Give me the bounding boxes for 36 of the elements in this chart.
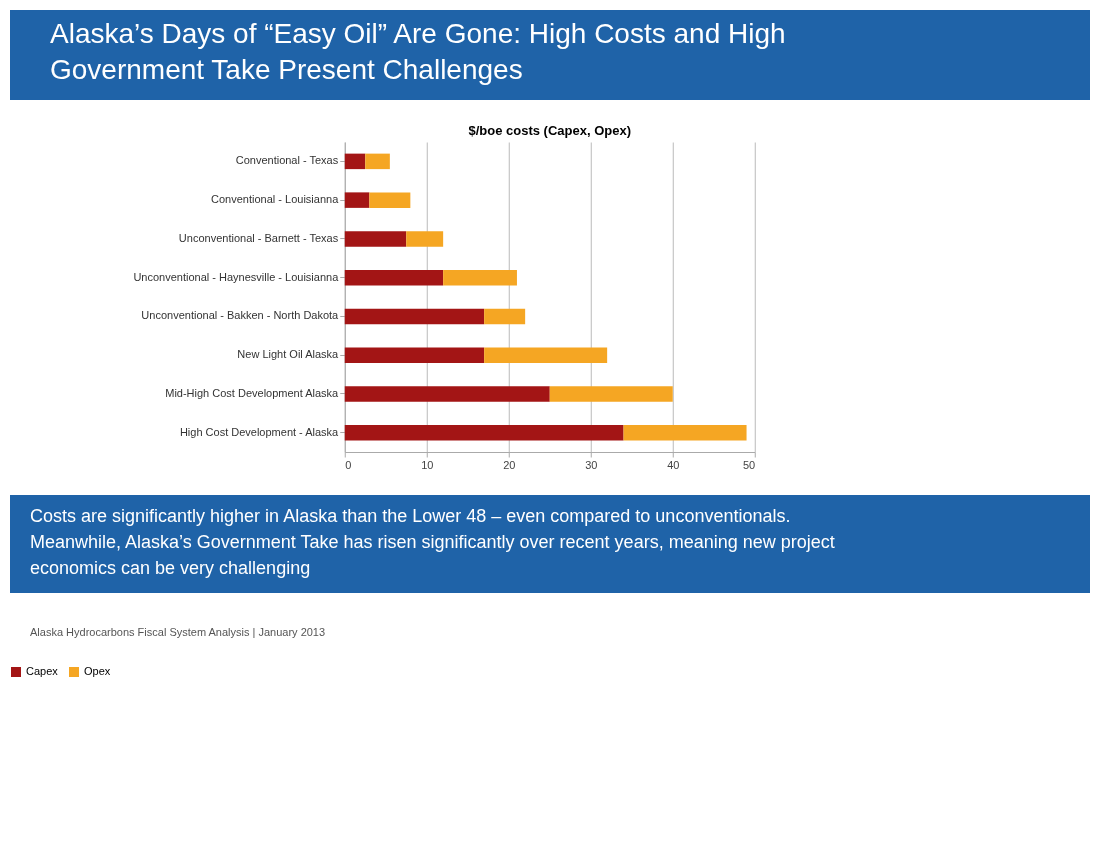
bar [344, 347, 485, 363]
y-tick-label: Unconventional - Barnett - Texas [178, 231, 339, 244]
y-tick-label: Conventional - Louisianna [211, 193, 340, 206]
bar [344, 386, 550, 402]
bar [443, 269, 517, 286]
bar [344, 424, 624, 441]
bar [623, 424, 747, 441]
legend-label: Opex [84, 665, 111, 677]
x-tick-label: 20 [503, 458, 516, 471]
x-tick-label: 30 [585, 458, 598, 471]
x-tick-label: 50 [743, 458, 756, 471]
x-tick-label: 10 [421, 458, 434, 471]
text: Alaska Hydrocarbons Fiscal System Analysis | January 2013 [30, 626, 326, 638]
bar [344, 192, 370, 208]
y-tick-label: Unconventional - Bakken - North Dakota [141, 309, 340, 322]
text: Costs are significantly higher in Alaska than the Lower 48 – even compared to unconventionals. Meanwhile, Alaska’s Government Take has risen significantly over recent years, meaning new project economics can be very challenging [30, 506, 835, 578]
y-tick-label: Mid-High Cost Development Alaska [165, 386, 340, 399]
bar [369, 192, 411, 208]
bar [484, 308, 526, 325]
bar [406, 231, 444, 247]
y-tick-label: New Light Oil Alaska [237, 348, 340, 361]
x-tick-label: 40 [667, 458, 680, 471]
legend-label: Capex [26, 665, 59, 677]
bar [344, 153, 366, 170]
y-tick-label: Conventional - Texas [235, 154, 339, 167]
bar [549, 386, 673, 402]
bar [344, 308, 485, 325]
x-tick-label: 0 [345, 458, 352, 471]
y-tick-label: Unconventional - Haynesville - Louisianna [133, 270, 340, 283]
chart-subtitle: $/boe costs (Capex, Opex) [468, 123, 632, 138]
chart-title: Alaska’s Days of “Easy Oil” Are Gone: High Costs and High Government Take Present Challenges [50, 18, 786, 85]
bar [365, 153, 390, 170]
bar [344, 269, 444, 286]
y-tick-label: High Cost Development - Alaska [179, 425, 340, 438]
bar [344, 231, 407, 247]
bar [484, 347, 608, 363]
